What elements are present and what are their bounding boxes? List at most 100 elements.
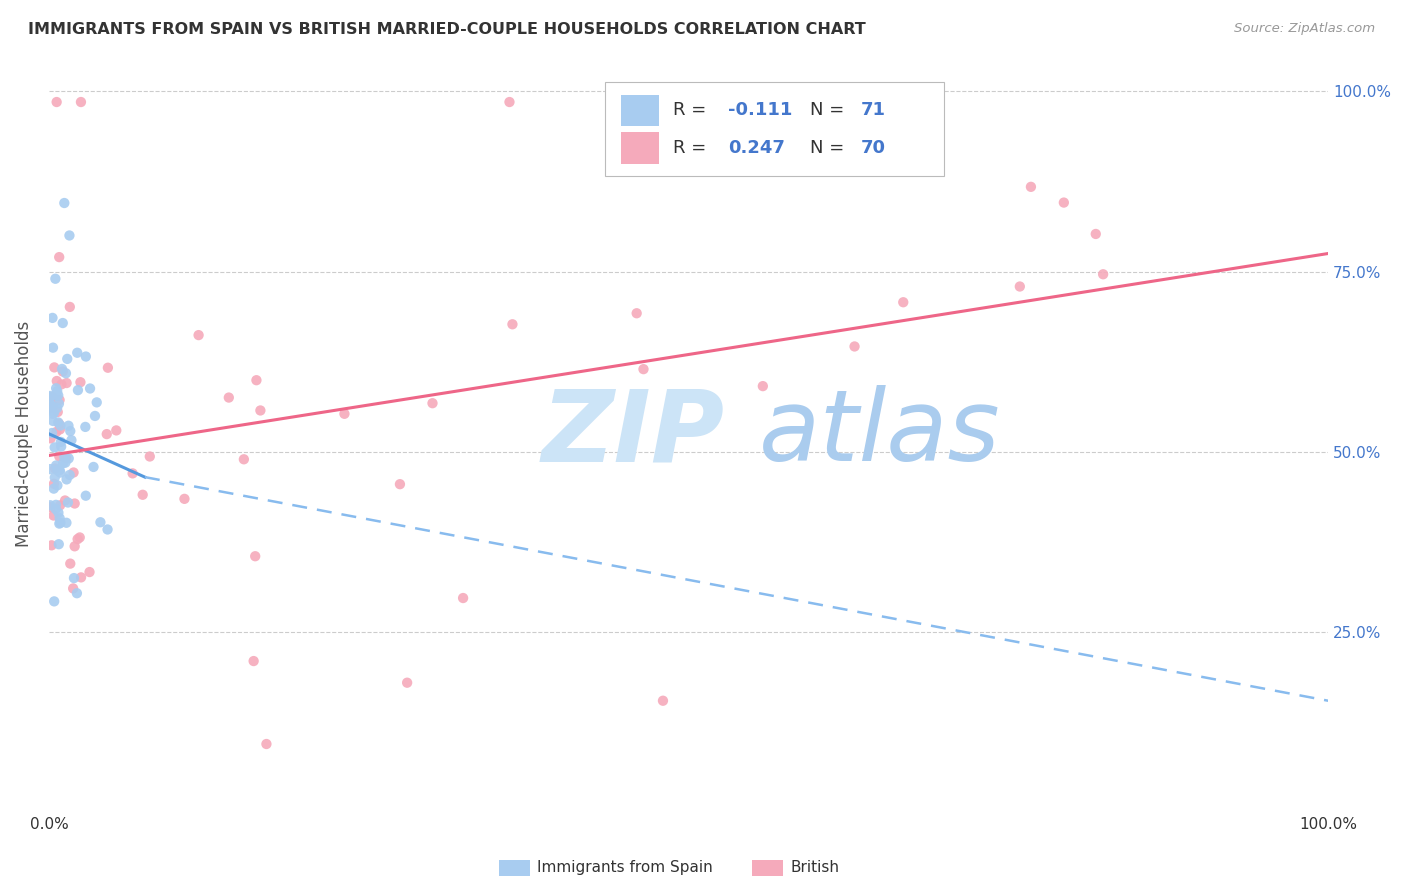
Point bbox=[1019, 179, 1042, 194]
Point bbox=[388, 477, 411, 491]
Point bbox=[1008, 279, 1031, 293]
FancyBboxPatch shape bbox=[606, 82, 945, 177]
Point bbox=[42, 476, 65, 491]
Point bbox=[63, 539, 86, 553]
Point bbox=[86, 395, 108, 409]
Point bbox=[254, 737, 277, 751]
Point bbox=[60, 433, 83, 447]
Point bbox=[70, 95, 93, 109]
Point bbox=[242, 654, 264, 668]
Point bbox=[1053, 195, 1076, 210]
Point bbox=[48, 506, 70, 520]
Point bbox=[396, 675, 419, 690]
Point bbox=[245, 373, 267, 387]
Text: IMMIGRANTS FROM SPAIN VS BRITISH MARRIED-COUPLE HOUSEHOLDS CORRELATION CHART: IMMIGRANTS FROM SPAIN VS BRITISH MARRIED… bbox=[28, 22, 866, 37]
Text: British: British bbox=[790, 861, 839, 875]
Point bbox=[39, 390, 62, 404]
Point bbox=[42, 341, 65, 355]
Point bbox=[44, 461, 66, 475]
Text: 0.247: 0.247 bbox=[728, 139, 785, 157]
Point bbox=[66, 345, 89, 359]
Point bbox=[79, 382, 101, 396]
Point bbox=[55, 376, 77, 390]
Point bbox=[46, 478, 69, 492]
Text: R =: R = bbox=[673, 139, 713, 157]
Point bbox=[844, 339, 866, 353]
Point bbox=[44, 470, 66, 484]
Point bbox=[53, 196, 76, 211]
Point bbox=[39, 398, 62, 412]
Text: Source: ZipAtlas.com: Source: ZipAtlas.com bbox=[1234, 22, 1375, 36]
FancyBboxPatch shape bbox=[621, 132, 659, 164]
Point bbox=[53, 493, 76, 508]
Point bbox=[96, 427, 118, 442]
Point bbox=[39, 389, 62, 403]
Point bbox=[626, 306, 648, 320]
Point bbox=[48, 463, 70, 477]
Text: N =: N = bbox=[810, 102, 851, 120]
Point bbox=[63, 496, 86, 510]
Point bbox=[84, 409, 107, 423]
Point bbox=[633, 362, 655, 376]
Text: 71: 71 bbox=[862, 102, 886, 120]
Point bbox=[42, 482, 65, 496]
Point bbox=[41, 407, 63, 421]
Text: atlas: atlas bbox=[759, 385, 1001, 483]
Point bbox=[139, 450, 162, 464]
Point bbox=[45, 502, 67, 516]
Point bbox=[232, 452, 254, 467]
Point bbox=[66, 532, 89, 546]
Point bbox=[187, 328, 209, 343]
Point bbox=[48, 537, 70, 551]
Point bbox=[55, 456, 77, 470]
Point bbox=[41, 538, 63, 552]
Point bbox=[56, 351, 79, 366]
Point bbox=[245, 549, 267, 564]
Point bbox=[51, 440, 73, 454]
Point bbox=[422, 396, 444, 410]
Point bbox=[42, 414, 65, 428]
Point bbox=[498, 95, 520, 109]
Point bbox=[69, 375, 91, 389]
Point bbox=[249, 403, 271, 417]
Point bbox=[39, 400, 62, 414]
Point bbox=[49, 434, 72, 449]
Point bbox=[55, 450, 77, 465]
Point bbox=[41, 390, 63, 404]
Point bbox=[45, 374, 67, 388]
Point bbox=[44, 360, 66, 375]
Point bbox=[44, 272, 66, 286]
Point bbox=[59, 300, 82, 314]
Point bbox=[46, 388, 69, 402]
Point bbox=[59, 467, 82, 482]
Point bbox=[39, 431, 62, 445]
Point bbox=[652, 694, 675, 708]
Point bbox=[49, 422, 72, 436]
Point bbox=[97, 360, 120, 375]
FancyBboxPatch shape bbox=[621, 95, 659, 127]
Point bbox=[66, 383, 89, 397]
Text: ZIP: ZIP bbox=[541, 385, 724, 483]
Point bbox=[62, 466, 84, 480]
Point bbox=[891, 295, 914, 310]
Point bbox=[48, 397, 70, 411]
Point bbox=[58, 418, 80, 433]
Point bbox=[83, 459, 105, 474]
Point bbox=[53, 450, 76, 464]
Point bbox=[39, 398, 62, 412]
Point bbox=[48, 450, 70, 464]
Point bbox=[451, 591, 474, 605]
Point bbox=[75, 350, 97, 364]
Point bbox=[48, 250, 70, 264]
Point bbox=[75, 420, 97, 434]
Point bbox=[46, 405, 69, 419]
Point bbox=[45, 458, 67, 473]
Point bbox=[121, 467, 143, 481]
Point bbox=[49, 418, 72, 433]
Point bbox=[45, 381, 67, 395]
Point bbox=[49, 499, 72, 513]
Point bbox=[49, 466, 72, 480]
Point bbox=[333, 407, 356, 421]
Point bbox=[44, 441, 66, 455]
Text: R =: R = bbox=[673, 102, 713, 120]
